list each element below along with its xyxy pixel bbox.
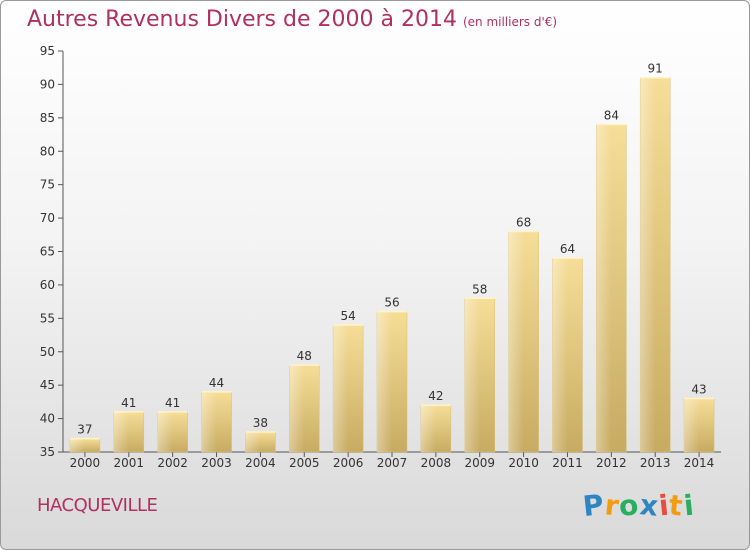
chart-title: Autres Revenus Divers de 2000 à 2014 (en … <box>27 7 557 32</box>
bar-highlight-2001 <box>113 411 129 452</box>
bar-highlight-2002 <box>157 411 173 452</box>
value-labels: 37 41 41 44 38 48 54 56 42 58 68 64 84 91 43 <box>77 62 706 437</box>
x-tick-label: 2009 <box>464 456 495 470</box>
value-label-2008: 42 <box>428 389 443 403</box>
chart-title-unit: (en milliers d'€) <box>462 15 558 29</box>
y-tick-label: 70 <box>40 211 55 225</box>
y-tick-label: 45 <box>40 378 55 392</box>
x-tick-label: 2004 <box>245 456 276 470</box>
x-tick-label: 2006 <box>333 456 364 470</box>
y-tick-label: 65 <box>40 245 55 259</box>
y-tick-label: 90 <box>40 77 55 91</box>
value-label-2007: 56 <box>384 296 399 310</box>
value-label-2003: 44 <box>209 376 224 390</box>
bar-highlight-2004 <box>245 431 261 452</box>
commune-name: HACQUEVILLE <box>37 495 158 516</box>
chart-title-main: Autres Revenus Divers de 2000 à 2014 <box>27 7 457 32</box>
y-tick-label: 75 <box>40 178 55 192</box>
y-tick-label: 50 <box>40 345 55 359</box>
value-label-2001: 41 <box>121 396 136 410</box>
x-tick-label: 2003 <box>201 456 232 470</box>
value-label-2002: 41 <box>165 396 180 410</box>
y-tick-label: 40 <box>40 412 55 426</box>
bar-highlight-2005 <box>289 365 305 452</box>
value-label-2005: 48 <box>297 349 312 363</box>
axes: 35 40 45 50 55 60 65 70 75 80 85 90 95 2000 2001 2002 20… <box>40 44 721 470</box>
x-tick-label: 2011 <box>552 456 583 470</box>
bar-highlight-2007 <box>377 311 392 452</box>
value-label-2006: 54 <box>340 309 355 323</box>
x-tick-label: 2008 <box>421 456 452 470</box>
y-tick-label: 80 <box>40 144 55 158</box>
x-tick-label: 2002 <box>157 456 188 470</box>
bar-highlight-2012 <box>596 124 612 453</box>
bar-highlight-2013 <box>640 77 656 452</box>
x-tick-label: 2005 <box>289 456 320 470</box>
value-label-2011: 64 <box>560 242 575 256</box>
x-tick-label: 2000 <box>70 456 101 470</box>
bars <box>69 76 715 453</box>
bar-highlight-2006 <box>333 325 349 452</box>
bar-highlight-2010 <box>508 231 524 452</box>
x-tick-label: 2013 <box>640 456 671 470</box>
x-tick-label: 2010 <box>508 456 539 470</box>
bar-highlight-2011 <box>552 258 568 452</box>
value-label-2009: 58 <box>472 282 487 296</box>
value-label-2010: 68 <box>516 215 531 229</box>
logo-letter: i <box>681 488 696 523</box>
y-tick-label: 95 <box>40 44 55 58</box>
bar-highlight-2014 <box>684 398 700 452</box>
x-tick-label: 2012 <box>596 456 627 470</box>
x-tick-label: 2007 <box>377 456 408 470</box>
y-tick-label: 85 <box>40 111 55 125</box>
proxiti-logo[interactable]: Proxiti <box>581 487 696 524</box>
bar-highlight-2009 <box>464 298 480 452</box>
logo-letter: P <box>581 487 607 524</box>
value-label-2004: 38 <box>253 416 268 430</box>
value-label-2000: 37 <box>77 423 92 437</box>
bar-highlight-2003 <box>201 391 217 452</box>
value-label-2012: 84 <box>604 109 619 123</box>
y-tick-label: 55 <box>40 311 55 325</box>
y-tick-label: 35 <box>40 445 55 459</box>
value-label-2014: 43 <box>691 383 706 397</box>
value-label-2013: 91 <box>648 62 663 76</box>
y-tick-label: 60 <box>40 278 55 292</box>
bar-highlight-2008 <box>420 405 436 452</box>
bar-highlight-2000 <box>69 438 85 452</box>
x-tick-label: 2014 <box>684 456 715 470</box>
x-tick-label: 2001 <box>114 456 145 470</box>
